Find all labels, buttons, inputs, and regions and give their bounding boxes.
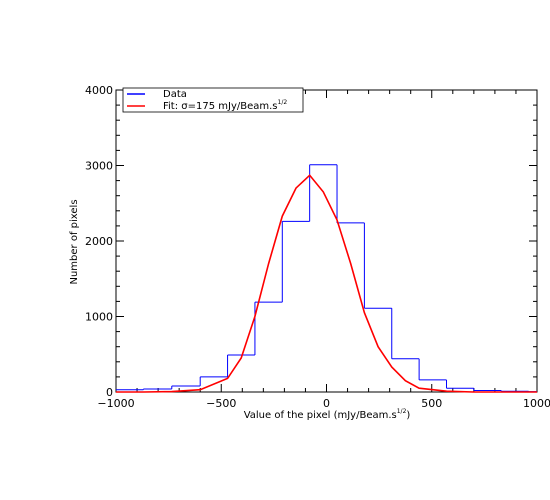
y-tick-label: 4000 bbox=[85, 84, 113, 97]
fit-curve bbox=[116, 174, 537, 393]
x-axis-label-superscript: 1/2 bbox=[397, 408, 407, 415]
legend-fit-label-superscript: 1/2 bbox=[278, 99, 288, 106]
y-tick-label: 2000 bbox=[85, 235, 113, 248]
legend-box bbox=[122, 87, 304, 113]
axis-ticks: −1000 −500 0 500 1000 0 1000 2000 3000 4000 bbox=[85, 84, 550, 410]
series-layer bbox=[116, 164, 537, 393]
x-axis-label-close: ) bbox=[406, 410, 410, 421]
x-axis-label: Value of the pixel (mJy/Beam.s1/2) bbox=[244, 408, 411, 421]
x-tick-label: 0 bbox=[323, 397, 330, 410]
x-tick-label: −500 bbox=[206, 397, 236, 410]
y-axis-label: Number of pixels bbox=[69, 199, 80, 284]
legend: Data Fit: σ=175 mJy/Beam.s1/2 bbox=[122, 87, 304, 113]
x-tick-label: 500 bbox=[421, 397, 442, 410]
x-tick-label: 1000 bbox=[523, 397, 550, 410]
legend-fit-label-text: Fit: σ=175 mJy/Beam.s bbox=[163, 101, 278, 112]
plot-area: −1000 −500 0 500 1000 0 1000 2000 3000 4000 bbox=[85, 84, 550, 410]
x-tick-label: −1000 bbox=[97, 397, 134, 410]
legend-fit-label: Fit: σ=175 mJy/Beam.s1/2 bbox=[163, 99, 287, 112]
legend-data-label: Data bbox=[163, 89, 187, 100]
y-tick-label: 0 bbox=[106, 386, 113, 399]
x-axis-label-text: Value of the pixel (mJy/Beam.s bbox=[244, 410, 397, 421]
y-tick-label: 3000 bbox=[85, 160, 113, 173]
plot-frame bbox=[115, 89, 538, 393]
y-tick-label: 1000 bbox=[85, 311, 113, 324]
